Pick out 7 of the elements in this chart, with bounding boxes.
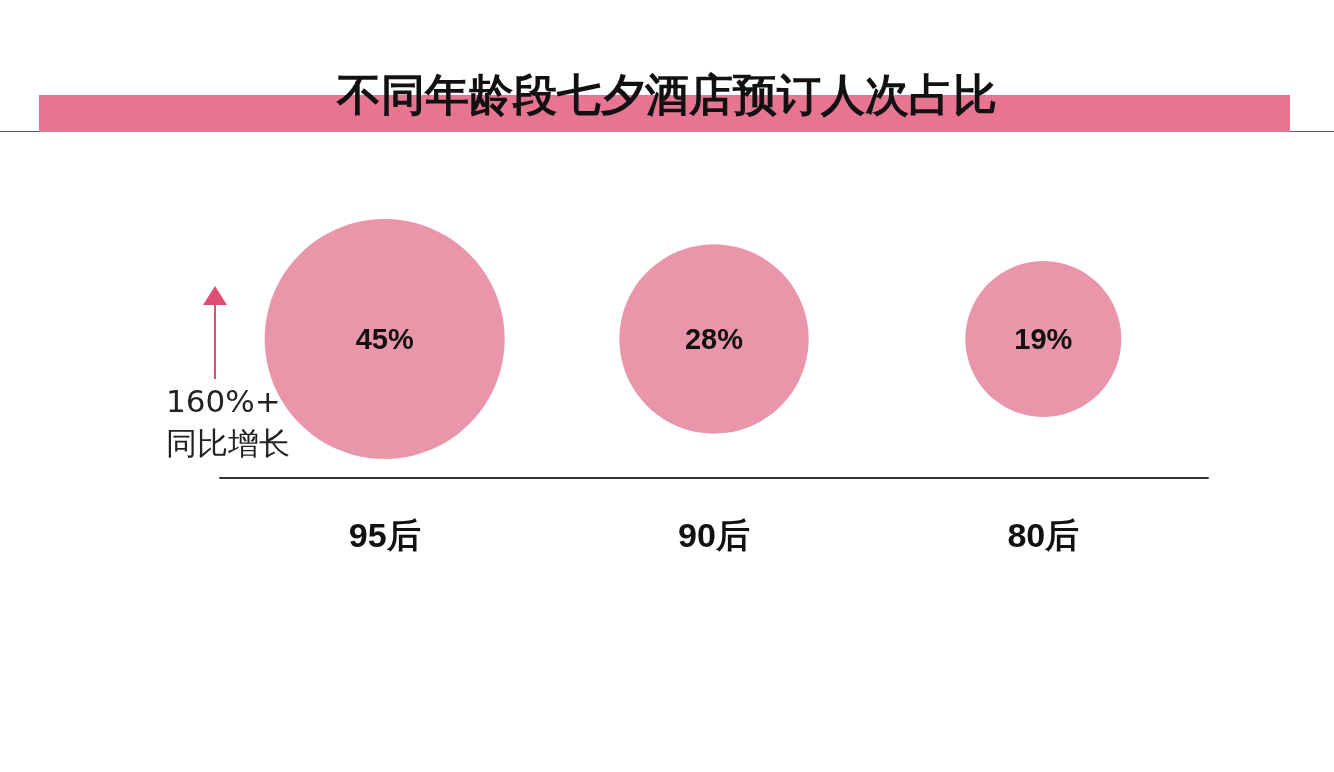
category-label: 95后 xyxy=(348,516,421,554)
data-label: 28% xyxy=(684,323,744,355)
data-label: 45% xyxy=(355,323,414,355)
data-label: 19% xyxy=(1014,323,1073,355)
text: 160%+ 同比增长 xyxy=(166,382,290,463)
category-label: 90后 xyxy=(678,516,750,554)
category-label: 80后 xyxy=(1007,516,1080,554)
